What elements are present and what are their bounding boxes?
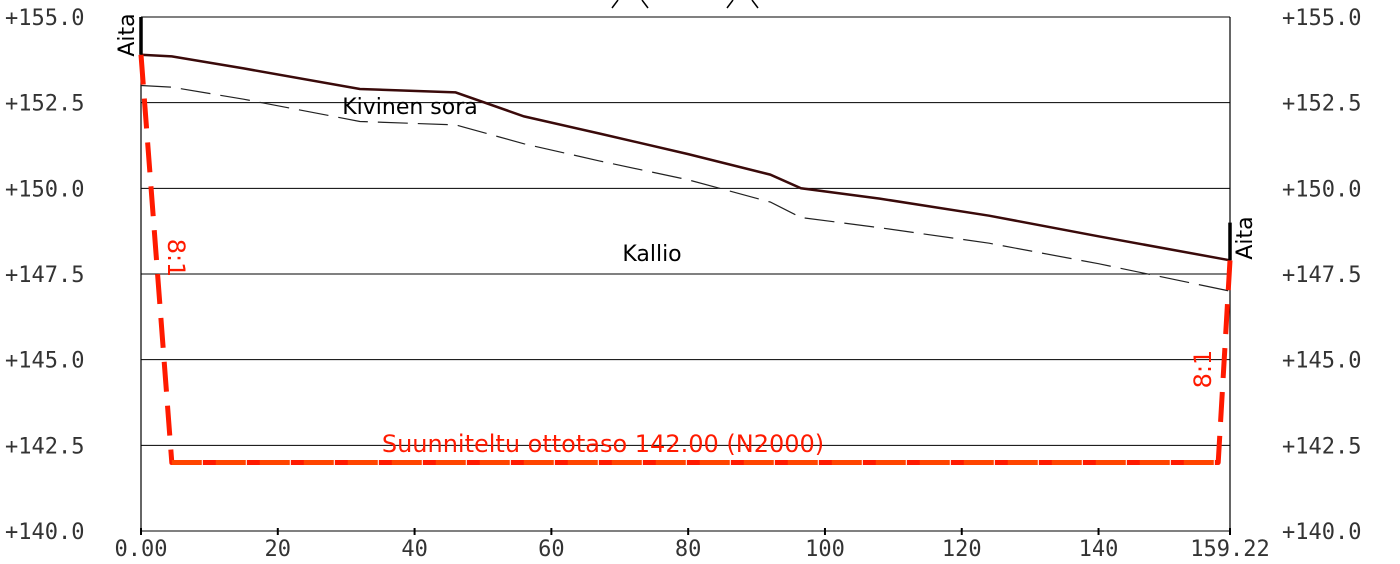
station-tick-label: 159.22 bbox=[1190, 537, 1269, 562]
elevation-tick-label-left: +147.5 bbox=[5, 263, 84, 288]
elevation-tick-label-right: +152.5 bbox=[1282, 92, 1361, 117]
grid bbox=[141, 16, 1230, 446]
elevation-axis-right: +155.0 +152.5 +150.0 +147.5 +145.0 +142.5 +140… bbox=[1282, 6, 1361, 545]
station-tick-label: 100 bbox=[805, 537, 845, 562]
station-tick-label: 0.00 bbox=[115, 537, 168, 562]
elevation-tick-label-right: +145.0 bbox=[1282, 349, 1361, 374]
plan-line bbox=[138, 54, 1233, 465]
elevation-axis-left: +155.0 +152.5 +150.0 +147.5 +145.0 +142.5 +140… bbox=[5, 6, 84, 545]
station-tick-label: 120 bbox=[942, 537, 982, 562]
station-tick-label: 140 bbox=[1079, 537, 1119, 562]
station-tick-label: 40 bbox=[401, 537, 428, 562]
slope-right-label: 8:1 bbox=[1189, 350, 1217, 389]
station-tick-label: 20 bbox=[265, 537, 292, 562]
elevation-tick-label-left: +145.0 bbox=[5, 349, 84, 374]
station-tick-label: 60 bbox=[538, 537, 565, 562]
station-tick-label: 80 bbox=[675, 537, 702, 562]
slope-left-label: 8:1 bbox=[162, 239, 190, 278]
ground-line bbox=[140, 53, 1231, 262]
top-edge-mark bbox=[641, 0, 649, 9]
series-lines bbox=[138, 53, 1233, 465]
elevation-tick-label-left: +140.0 bbox=[5, 520, 84, 545]
rock-label: Kallio bbox=[622, 242, 681, 267]
elevation-tick-label-right: +147.5 bbox=[1282, 263, 1361, 288]
elevation-tick-label-left: +155.0 bbox=[5, 6, 84, 31]
planned-level-label: Suunniteltu ottotaso 142.00 (N2000) bbox=[382, 430, 824, 458]
fence-left-label: Aita bbox=[115, 13, 140, 56]
station-axis: 0.00 20 40 60 80 100 120 140 159.22 bbox=[115, 528, 1270, 562]
elevation-tick-label-right: +142.5 bbox=[1282, 434, 1361, 459]
fence-markers bbox=[139, 17, 1232, 261]
elevation-tick-label-left: +152.5 bbox=[5, 92, 84, 117]
soil-label: Kivinen sora bbox=[342, 95, 478, 120]
elevation-tick-label-left: +142.5 bbox=[5, 434, 84, 459]
top-edge-mark bbox=[726, 0, 734, 9]
elevation-tick-label-right: +140.0 bbox=[1282, 520, 1361, 545]
top-edge-mark bbox=[751, 0, 759, 9]
fence-right-label: Aita bbox=[1233, 216, 1258, 259]
elevation-tick-label-left: +150.0 bbox=[5, 177, 84, 202]
top-edge-marks bbox=[611, 0, 759, 9]
layer-line bbox=[140, 84, 1231, 292]
elevation-tick-label-right: +150.0 bbox=[1282, 177, 1361, 202]
top-edge-mark bbox=[611, 0, 619, 9]
elevation-tick-label-right: +155.0 bbox=[1282, 6, 1361, 31]
